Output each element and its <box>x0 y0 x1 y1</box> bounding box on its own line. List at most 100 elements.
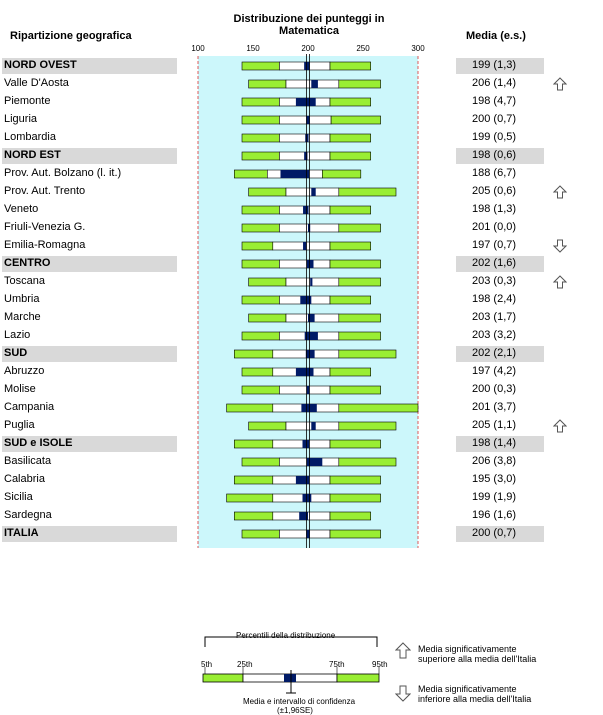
bar-p5-p25 <box>248 79 287 89</box>
row-label: Liguria <box>4 113 38 125</box>
bar-p75-p95 <box>338 349 397 359</box>
bar-p5-p25 <box>248 187 287 197</box>
bar-p5-p25 <box>241 133 280 143</box>
row-label: Piemonte <box>4 95 51 107</box>
bar-p5-p25 <box>241 385 280 395</box>
row-label: Calabria <box>4 473 45 485</box>
confidence-interval <box>306 458 323 466</box>
bar-p5-p25 <box>248 313 287 323</box>
legend-down-line2: inferiore alla media dell'Italia <box>418 694 532 704</box>
bar-p75-p95 <box>329 205 372 215</box>
legend-p5: 5th <box>201 660 213 669</box>
bar-p5-p25 <box>248 421 287 431</box>
bar-p75-p95 <box>329 511 372 521</box>
bar-p5-p25 <box>241 223 280 233</box>
mean-se-value: 203 (3,2) <box>472 329 517 341</box>
column-title-mean: Media (e.s.) <box>466 30 526 42</box>
mean-se-value: 201 (0,0) <box>472 221 517 233</box>
confidence-interval <box>306 260 314 268</box>
bar-p5-p25 <box>248 277 287 287</box>
bar-p75-p95 <box>338 313 381 323</box>
legend-up-line1: Media significativamente <box>418 644 517 654</box>
confidence-interval <box>306 530 310 538</box>
row-label: Valle D'Aosta <box>4 77 69 89</box>
bar-p5-p25 <box>234 511 274 521</box>
arrow-up-icon <box>553 275 567 289</box>
mean-se-value: 200 (0,7) <box>472 527 517 539</box>
bar-p5-p25 <box>226 403 274 413</box>
bar-p25-p75 <box>272 439 331 449</box>
confidence-interval <box>311 188 316 196</box>
bar-p25-p75 <box>279 385 331 395</box>
bar-p25-p75 <box>279 259 331 269</box>
region-band-right <box>456 148 544 164</box>
legend-p75: 75th <box>329 660 345 669</box>
bar-p75-p95 <box>338 403 419 413</box>
bar-p75-p95 <box>329 151 372 161</box>
row-label: Sicilia <box>4 491 33 503</box>
legend-up-line2: superiore alla media dell'Italia <box>418 654 537 664</box>
bar-p5-p25 <box>241 61 280 71</box>
row-label: Emilia-Romagna <box>4 239 86 251</box>
row-label: Toscana <box>4 275 45 287</box>
bar-p75-p95 <box>338 331 381 341</box>
legend-p25: 25th <box>237 660 253 669</box>
bar-p5-p25 <box>241 331 280 341</box>
mean-se-value: 203 (1,7) <box>472 311 517 323</box>
mean-se-value: 199 (1,9) <box>472 491 517 503</box>
row-label: Lombardia <box>4 131 56 143</box>
bar-p5-p25 <box>241 457 280 467</box>
bar-p75-p95 <box>338 187 397 197</box>
region-band-right <box>456 256 544 272</box>
bar-p75-p95 <box>329 439 381 449</box>
region-band-left <box>2 526 177 542</box>
bar-p5-p25 <box>241 115 280 125</box>
row-label: Friuli-Venezia G. <box>4 221 86 233</box>
mean-se-value: 195 (3,0) <box>472 473 517 485</box>
bar-p75-p95 <box>338 223 381 233</box>
bar-p75-p95 <box>338 457 397 467</box>
chart-title-line1: Distribuzione dei punteggi in <box>233 13 385 25</box>
legend-p95: 95th <box>372 660 388 669</box>
distribution-chart: 100 150 200 250 300 <box>191 44 425 548</box>
row-label: Lazio <box>4 329 31 341</box>
bar-p75-p95 <box>329 295 372 305</box>
bar-p5-p25 <box>226 493 274 503</box>
row-label: NORD EST <box>4 149 61 161</box>
bar-p75-p95 <box>329 133 372 143</box>
region-band-right <box>456 526 544 542</box>
legend-down-arrow-icon <box>395 685 411 702</box>
row-label: Marche <box>4 311 41 323</box>
mean-se-value: 205 (0,6) <box>472 185 517 197</box>
legend-green-right <box>336 673 380 683</box>
region-band-left <box>2 346 177 362</box>
mean-se-value: 198 (2,4) <box>472 293 517 305</box>
row-label: Sardegna <box>4 509 52 521</box>
bar-p5-p25 <box>241 205 280 215</box>
legend-graphic <box>202 636 380 694</box>
bar-p5-p25 <box>241 241 274 251</box>
mean-se-value: 202 (2,1) <box>472 347 517 359</box>
bar-p75-p95 <box>329 529 381 539</box>
confidence-interval <box>306 386 310 394</box>
confidence-interval <box>311 80 318 88</box>
mean-se-value: 199 (0,5) <box>472 131 517 143</box>
legend-up-arrow-icon <box>395 642 411 659</box>
mean-se-value: 198 (0,6) <box>472 149 517 161</box>
row-label: NORD OVEST <box>4 59 77 71</box>
confidence-interval <box>304 332 318 340</box>
bar-p75-p95 <box>329 493 381 503</box>
confidence-interval <box>303 242 307 250</box>
confidence-interval <box>295 98 316 106</box>
bar-p75-p95 <box>329 259 381 269</box>
legend-down-line1: Media significativamente <box>418 684 517 694</box>
confidence-interval <box>295 476 310 484</box>
x-tick-label: 250 <box>356 44 370 53</box>
confidence-interval <box>306 116 310 124</box>
confidence-interval <box>299 512 308 520</box>
confidence-interval <box>308 314 315 322</box>
confidence-interval <box>311 422 316 430</box>
region-band-left <box>2 58 177 74</box>
confidence-interval <box>310 278 313 286</box>
bar-p5-p25 <box>241 367 274 377</box>
